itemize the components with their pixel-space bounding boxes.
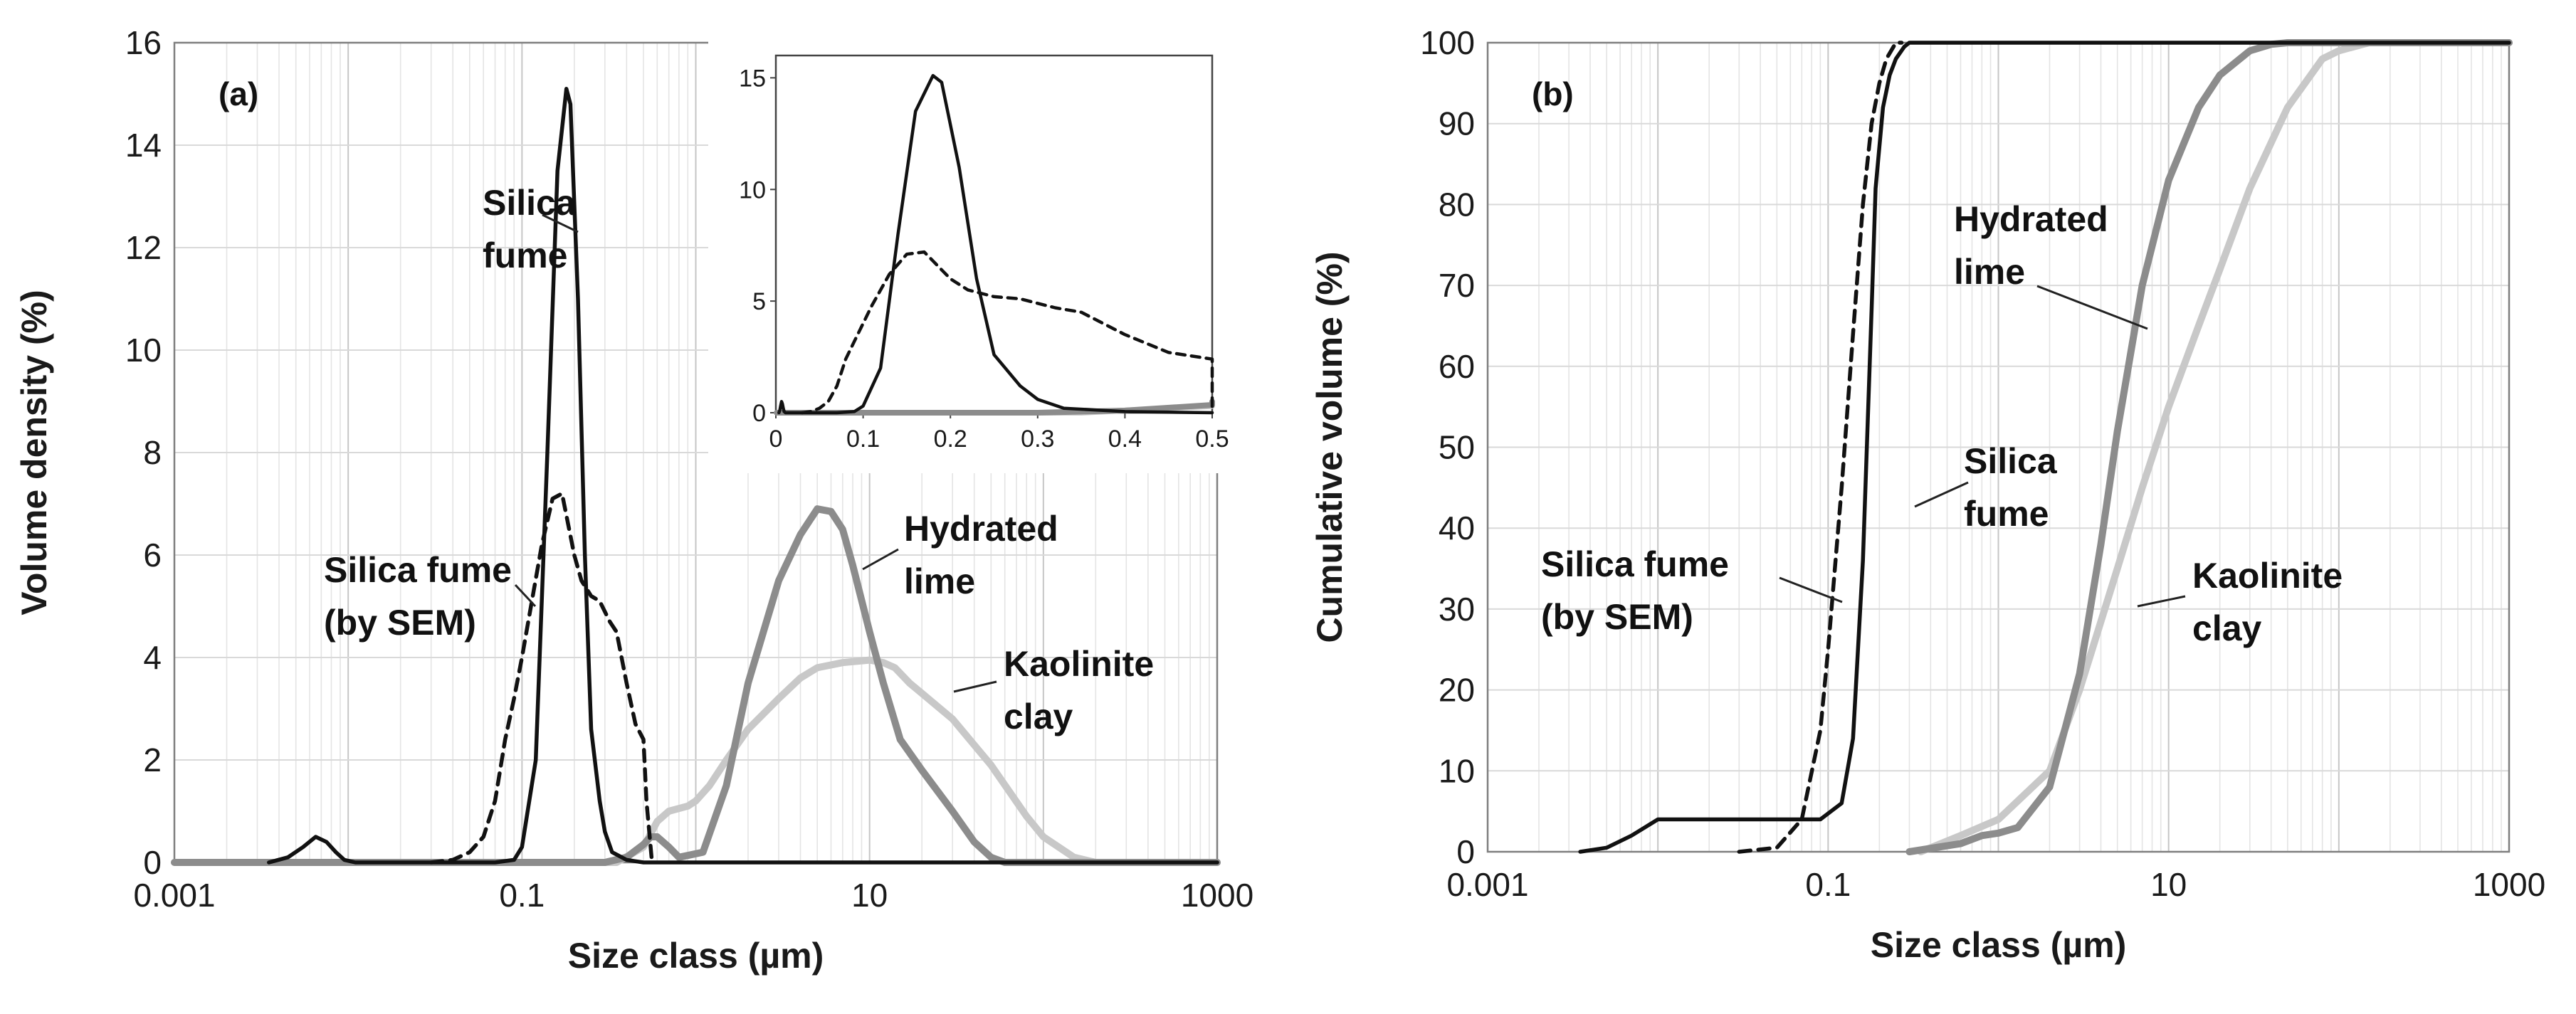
inset-x-tick-label: 0.1 xyxy=(846,426,880,453)
y-tick-label: 80 xyxy=(1439,186,1475,223)
y-tick-label: 40 xyxy=(1439,509,1475,546)
x-tick-label: 10 xyxy=(2150,866,2187,903)
y-tick-label: 0 xyxy=(1456,833,1475,870)
annotations: Hydrated lime Silica fume Silica fume (by SEM… xyxy=(1541,199,2343,648)
panel-b: 0 10 20 30 40 50 60 70 80 90 100 0.001 0.1 10 1000 Size… xyxy=(1310,24,2545,965)
annotation-silica-fume-by-sem: Silica fume xyxy=(1541,544,1729,584)
panel-label: (b) xyxy=(1532,75,1574,112)
y-tick-label: 90 xyxy=(1439,105,1475,142)
y-tick-label: 2 xyxy=(143,741,162,778)
annotation-kaolinite-clay: clay xyxy=(1004,697,1073,736)
y-tick-label: 0 xyxy=(143,844,162,881)
inset-plot-area xyxy=(774,54,1214,414)
annotation-leader-line xyxy=(1779,576,1843,603)
inset-series-line-silica-fume xyxy=(777,73,1214,415)
y-axis-label: Volume density (%) xyxy=(14,290,54,615)
y-tick-label: 70 xyxy=(1439,267,1475,304)
annotation-silica-fume: Silica xyxy=(1964,441,2058,481)
inset-y-tick-label: 0 xyxy=(752,400,766,427)
x-axis-label: Size class (µm) xyxy=(1871,925,2127,965)
series-line-hydrated-lime xyxy=(171,505,1221,866)
annotation-silica-fume-by-sem: (by SEM) xyxy=(1541,597,1693,637)
annotations: Silica fume Silica fume (by SEM) Hydrated lim… xyxy=(324,183,1154,736)
annotation-kaolinite-clay: clay xyxy=(2192,608,2262,648)
y-axis-label: Cumulative volume (%) xyxy=(1310,251,1350,643)
inset-y-tick-label: 15 xyxy=(739,65,766,92)
y-tick-label: 100 xyxy=(1420,24,1475,61)
inset-x-tick-label: 0.3 xyxy=(1021,426,1054,453)
annotation-leader-line xyxy=(514,583,537,608)
annotation-hydrated-lime: Hydrated xyxy=(1954,199,2108,239)
inset-y-tick-label: 5 xyxy=(752,288,766,315)
series-group xyxy=(171,87,1221,866)
x-tick-label: 0.1 xyxy=(499,877,545,914)
annotation-silica-fume: fume xyxy=(483,236,567,275)
annotation-hydrated-lime: Hydrated xyxy=(904,509,1058,549)
series-line-kaolinite-clay xyxy=(1917,39,2513,855)
series-group xyxy=(1578,39,2513,855)
annotation-hydrated-lime: lime xyxy=(1954,252,2025,292)
y-tick-label: 20 xyxy=(1439,672,1475,709)
annotation-leader-line xyxy=(542,213,579,233)
y-tick-label: 6 xyxy=(143,537,162,574)
x-tick-label: 1000 xyxy=(1181,877,1253,914)
annotation-silica-fume: Silica xyxy=(483,183,577,223)
annotation-kaolinite-clay: Kaolinite xyxy=(1004,644,1154,684)
annotation-silica-fume-by-sem: Silica fume xyxy=(324,550,512,590)
y-tick-label: 30 xyxy=(1439,591,1475,628)
x-tick-label: 0.001 xyxy=(1446,866,1528,903)
inset-x-tick-label: 0.5 xyxy=(1195,426,1229,453)
annotation-leader-line xyxy=(2137,595,2186,608)
x-tick-label: 0.001 xyxy=(133,877,215,914)
y-tick-label: 10 xyxy=(1439,752,1475,789)
annotation-leader-line xyxy=(953,680,997,693)
y-tick-label: 8 xyxy=(143,434,162,471)
y-tick-label: 12 xyxy=(125,229,162,266)
y-tick-label: 4 xyxy=(143,639,162,676)
series-line-silica-fume xyxy=(1578,41,2511,854)
inset-series-line-silica-fume-by-sem xyxy=(800,250,1214,415)
y-tick-label: 50 xyxy=(1439,429,1475,466)
inset-chart: 0 5 10 15 0 0.1 0.2 0.3 0.4 0.5 xyxy=(708,34,1230,473)
x-tick-label: 0.1 xyxy=(1805,866,1851,903)
panel-label: (a) xyxy=(219,75,258,112)
annotation-silica-fume: fume xyxy=(1964,494,2049,534)
inset-y-tick-label: 10 xyxy=(739,176,766,204)
x-tick-label: 10 xyxy=(851,877,888,914)
series-line-silica-fume-by-sem xyxy=(429,491,654,865)
inset-x-tick-label: 0.4 xyxy=(1108,426,1142,453)
gridlines xyxy=(174,42,1217,863)
y-tick-label: 60 xyxy=(1439,348,1475,385)
series-line-kaolinite-clay xyxy=(171,656,1221,866)
y-tick-label: 14 xyxy=(125,127,162,164)
annotation-leader-line xyxy=(2036,285,2148,330)
annotation-kaolinite-clay: Kaolinite xyxy=(2192,556,2343,596)
y-tick-label: 10 xyxy=(125,332,162,369)
annotation-leader-line xyxy=(862,548,899,571)
x-axis-label: Size class (µm) xyxy=(568,936,824,976)
series-line-silica-fume xyxy=(267,87,1219,865)
y-tick-label: 16 xyxy=(125,24,162,61)
x-tick-label: 1000 xyxy=(2473,866,2545,903)
inset-x-tick-label: 0.2 xyxy=(934,426,967,453)
annotation-silica-fume-by-sem: (by SEM) xyxy=(324,603,476,643)
annotation-leader-line xyxy=(1914,481,1969,508)
annotation-hydrated-lime: lime xyxy=(904,561,975,601)
inset-x-tick-label: 0 xyxy=(769,426,783,453)
